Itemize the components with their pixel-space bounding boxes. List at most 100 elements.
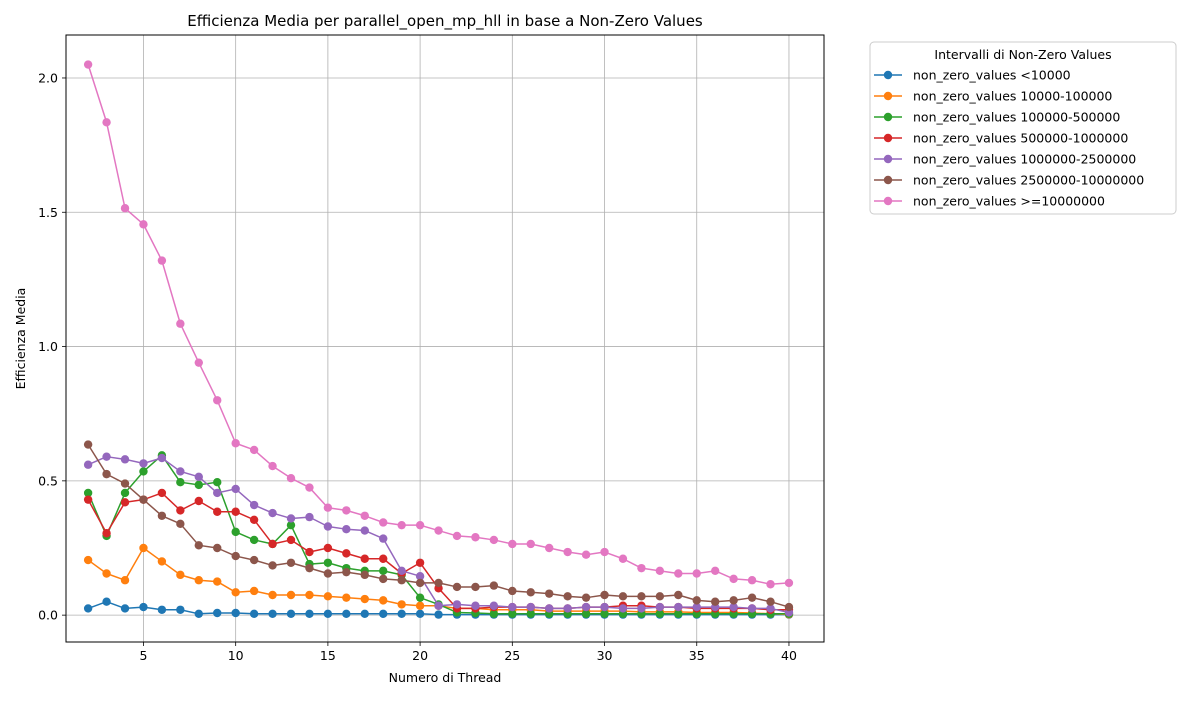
legend-label: non_zero_values 500000-1000000 [913,131,1128,146]
data-point [139,543,148,553]
data-point [674,590,683,600]
x-tick-label: 40 [781,648,797,663]
legend-marker [883,175,893,185]
data-point [784,602,794,612]
data-point [655,602,665,612]
data-point [213,396,222,405]
data-point [139,459,148,468]
data-point [710,566,720,576]
data-point [286,514,296,523]
data-point [360,570,369,580]
legend-marker [883,133,893,143]
data-point [102,118,111,127]
data-point [489,535,499,545]
data-point [231,608,240,618]
data-point [489,601,499,610]
data-point [674,569,683,578]
data-point [268,609,277,618]
data-point [508,609,517,618]
data-point [213,543,222,553]
data-point [323,558,333,567]
data-point [305,590,314,600]
data-point [379,609,388,618]
data-point [268,508,277,518]
data-point [545,543,554,553]
legend-marker [883,196,893,206]
legend-item: non_zero_values 10000-100000 [874,89,1112,104]
data-point [434,610,443,619]
data-point [83,604,93,613]
data-point [674,609,683,618]
data-point [120,604,130,613]
data-point [729,596,738,605]
data-point [545,589,554,598]
legend-label: non_zero_values >=10000000 [913,194,1105,209]
data-point [194,541,203,550]
y-tick-label: 0.5 [38,473,58,488]
data-point [231,588,240,597]
legend-label: non_zero_values 100000-500000 [913,110,1120,125]
data-point [213,608,222,618]
y-axis-label: Efficienza Media [13,288,28,390]
data-point [415,558,425,567]
data-point [305,483,314,492]
data-point [286,535,296,545]
data-point [563,547,572,557]
legend-item: non_zero_values 100000-500000 [874,110,1120,125]
data-point [747,593,757,602]
data-point [102,469,111,479]
data-point [213,577,222,586]
data-point [360,511,369,520]
data-point [176,477,185,487]
data-point [286,473,296,483]
data-point [747,576,757,585]
data-point [397,576,406,585]
data-point [415,520,425,530]
data-point [729,602,738,612]
data-point [692,602,701,612]
data-point [213,488,222,498]
data-point [157,605,167,614]
data-point [508,586,517,596]
y-tick-label: 1.5 [38,205,58,220]
data-point [176,467,185,476]
data-point [323,569,333,578]
data-point [323,503,333,512]
data-point [323,543,333,553]
y-axis-ticks: 0.0 0.5 1.0 1.5 2.0 [38,70,66,623]
x-axis-ticks: 5 10 15 20 25 30 35 40 [139,642,797,663]
data-point [286,520,296,530]
data-point [637,592,646,601]
data-point [102,597,111,606]
data-point [231,439,240,448]
data-point [415,593,425,602]
data-point [618,592,628,601]
data-point [452,582,462,592]
y-tick-label: 0.0 [38,608,58,623]
legend-marker [883,70,893,80]
data-point [176,570,185,580]
x-tick-label: 30 [597,648,613,663]
data-point [600,590,609,600]
data-point [766,580,775,589]
data-point [323,609,333,618]
data-point [379,518,388,527]
data-point [379,554,388,563]
data-point [600,547,609,557]
data-point [342,609,351,618]
data-point [489,581,499,590]
data-point [249,535,259,545]
data-point [342,506,351,515]
data-point [526,588,535,597]
data-point [600,602,609,612]
data-point [176,506,185,515]
data-point [323,592,333,601]
data-point [471,533,480,542]
data-point [102,529,111,538]
data-point [342,549,351,558]
x-tick-label: 5 [139,648,147,663]
legend-label: non_zero_values 2500000-10000000 [913,173,1144,188]
data-point [379,534,388,543]
